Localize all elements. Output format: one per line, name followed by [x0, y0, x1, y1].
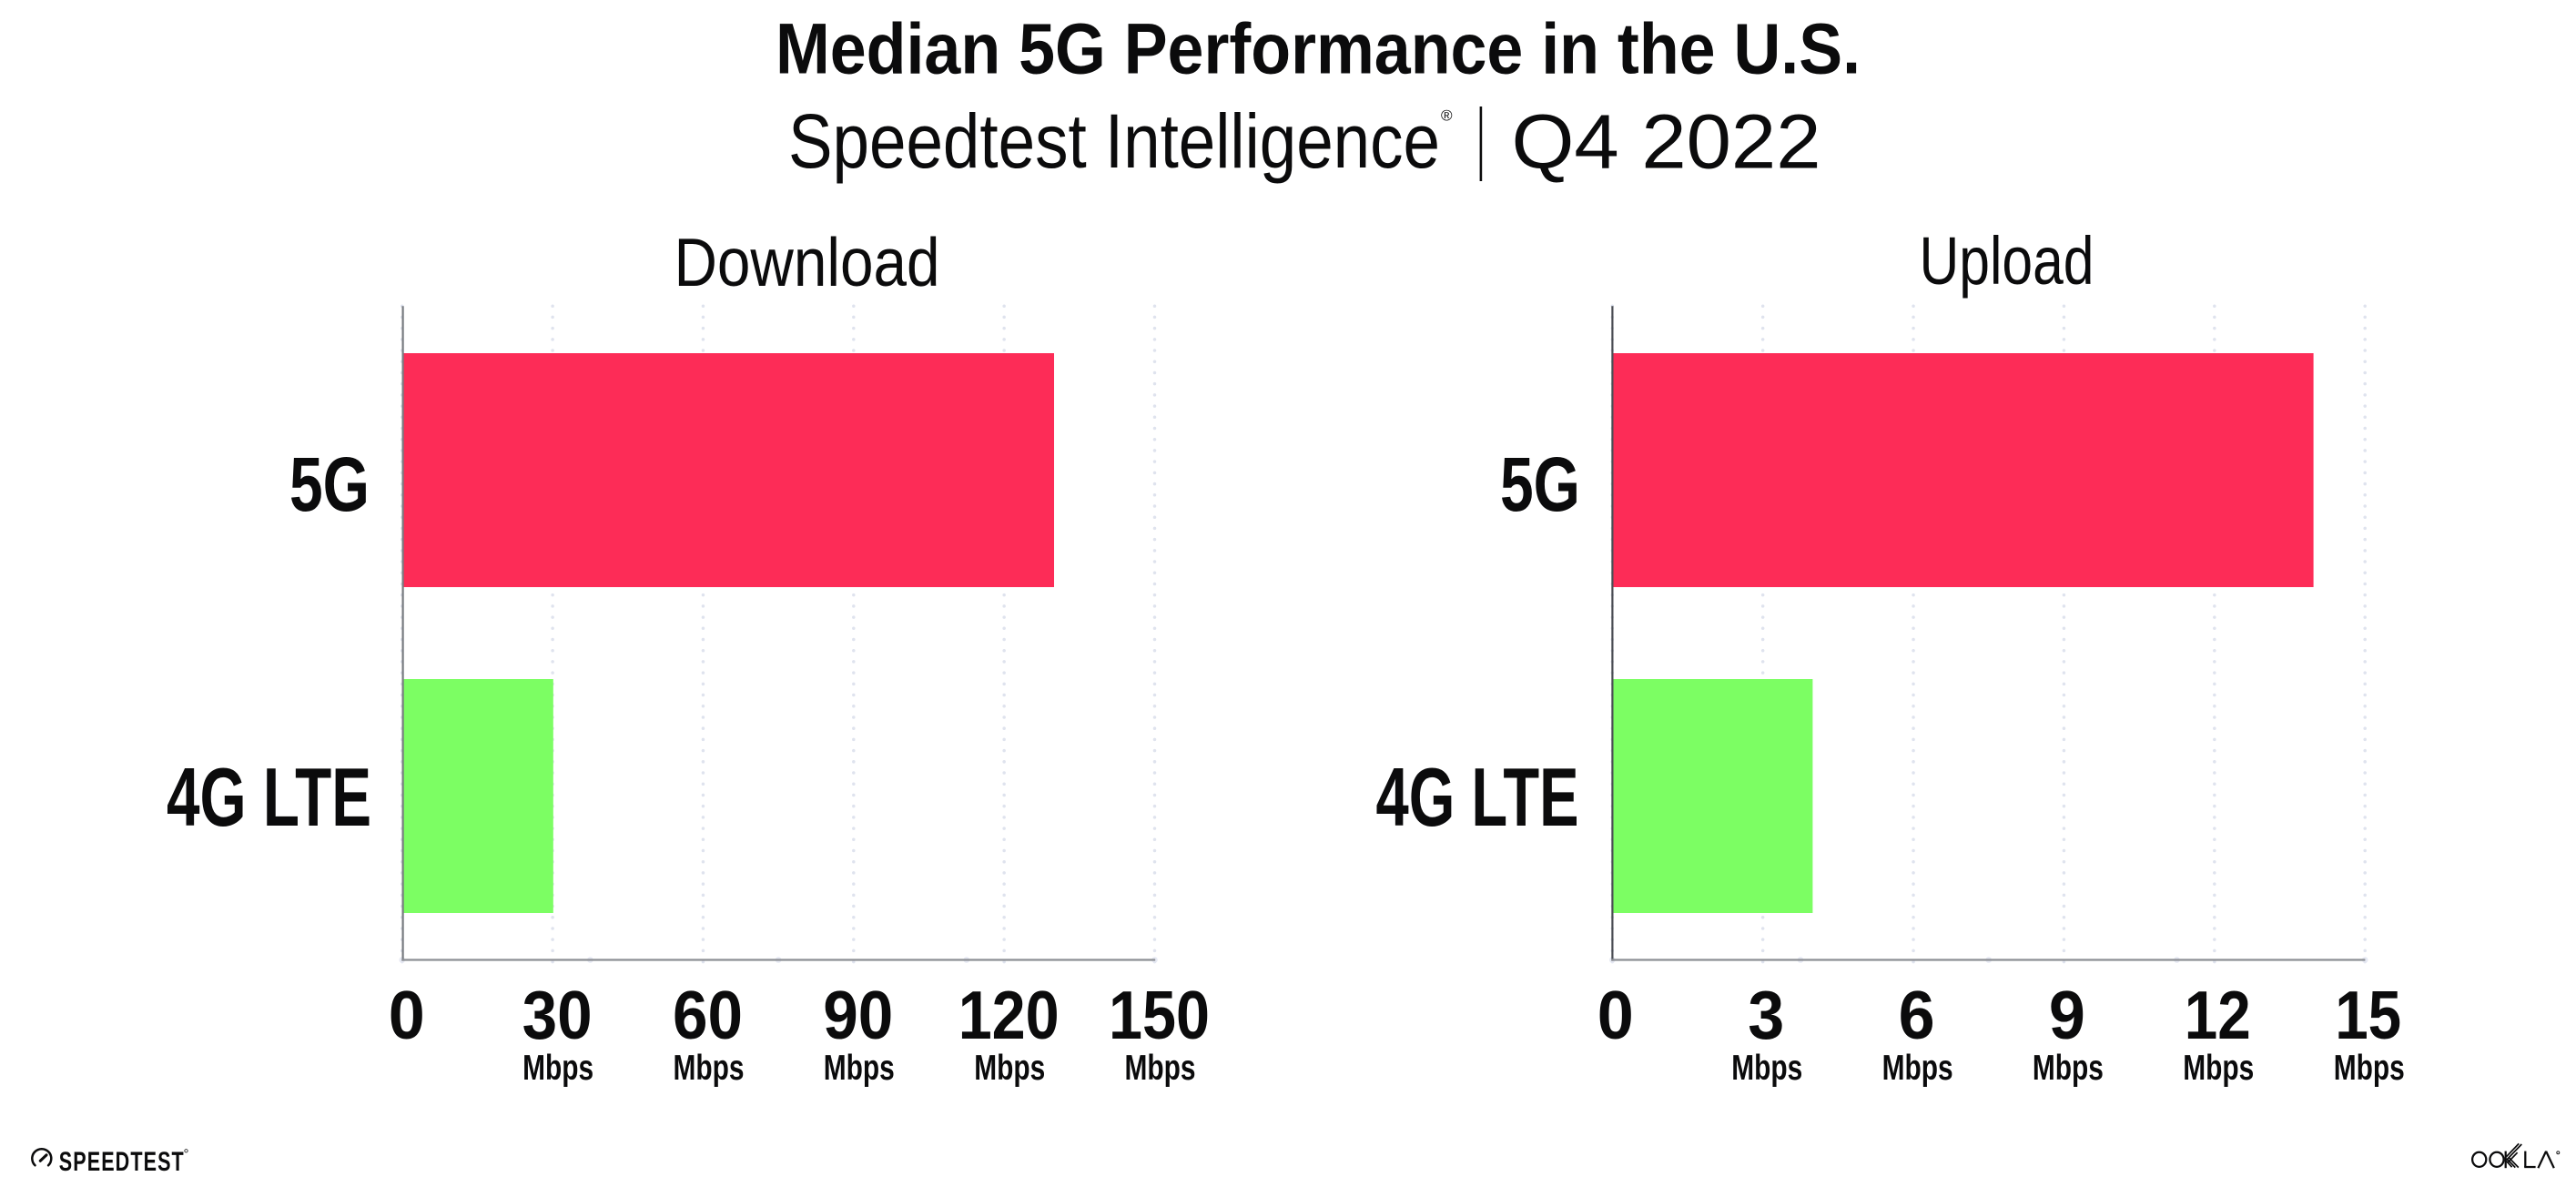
svg-text:Mbps: Mbps: [2334, 1049, 2405, 1088]
svg-text:Mbps: Mbps: [2033, 1049, 2104, 1088]
svg-text:15: 15: [2335, 977, 2401, 1053]
svg-text:60: 60: [673, 977, 743, 1053]
svg-text:Mbps: Mbps: [1882, 1049, 1953, 1088]
svg-text:Q4 2022: Q4 2022: [1512, 99, 1821, 185]
svg-text:5G: 5G: [1500, 441, 1580, 527]
svg-text:Download: Download: [674, 224, 940, 300]
svg-text:3: 3: [1748, 977, 1784, 1053]
svg-text:Mbps: Mbps: [522, 1049, 593, 1088]
svg-text:120: 120: [958, 977, 1060, 1053]
svg-text:30: 30: [522, 977, 593, 1053]
svg-text:150: 150: [1109, 977, 1210, 1053]
svg-text:®: ®: [1441, 107, 1453, 125]
svg-text:4G LTE: 4G LTE: [1376, 752, 1579, 844]
svg-text:0: 0: [1597, 977, 1634, 1053]
svg-text:Mbps: Mbps: [974, 1049, 1045, 1088]
svg-text:Mbps: Mbps: [1125, 1049, 1196, 1088]
svg-text:0: 0: [389, 977, 425, 1053]
svg-text:Speedtest Intelligence: Speedtest Intelligence: [788, 98, 1440, 184]
svg-text:12: 12: [2185, 977, 2251, 1053]
svg-text:Upload: Upload: [1920, 223, 2094, 299]
svg-text:Median 5G Performance in the U: Median 5G Performance in the U.S.: [776, 8, 1861, 88]
svg-text:SPEEDTEST: SPEEDTEST: [59, 1147, 185, 1177]
svg-text:Mbps: Mbps: [824, 1049, 895, 1088]
svg-text:Mbps: Mbps: [1731, 1049, 1802, 1088]
svg-text:6: 6: [1899, 977, 1935, 1053]
svg-text:5G: 5G: [289, 441, 370, 527]
svg-text:9: 9: [2049, 977, 2085, 1053]
svg-text:4G LTE: 4G LTE: [167, 752, 371, 844]
svg-text:90: 90: [823, 977, 893, 1053]
svg-text:Mbps: Mbps: [2183, 1049, 2254, 1088]
svg-text:Mbps: Mbps: [674, 1049, 745, 1088]
